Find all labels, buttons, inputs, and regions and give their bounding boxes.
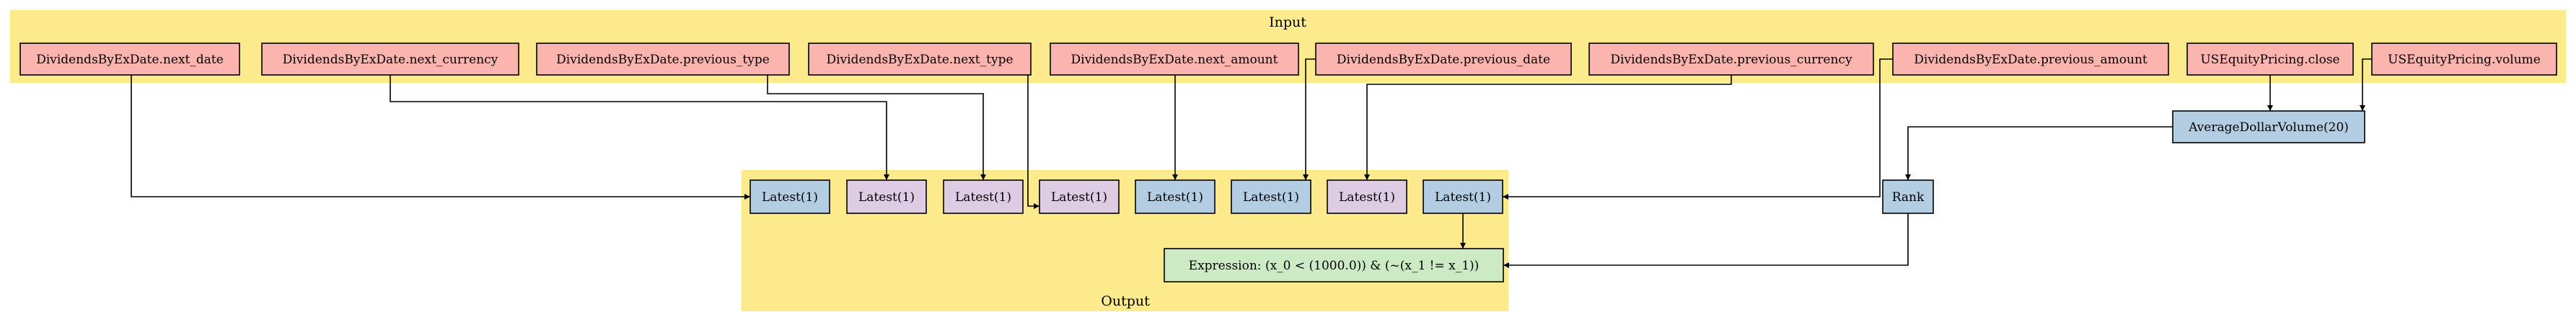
node-label: AverageDollarVolume(20) [2188, 120, 2349, 135]
node-label: DividendsByExDate.previous_date [1337, 53, 1550, 67]
edge-in-previous-date-to-latest-6 [1303, 58, 1316, 180]
edge-adv-to-rank [1905, 126, 2173, 180]
node-label: Latest(1) [955, 190, 1011, 205]
node-latest-2: Latest(1) [846, 179, 927, 214]
edge-in-next-date-to-latest-1 [131, 75, 750, 200]
node-label: Latest(1) [1243, 190, 1299, 205]
node-latest-5: Latest(1) [1135, 179, 1216, 214]
node-label: DividendsByExDate.previous_type [556, 53, 770, 67]
node-in-previous-amount: DividendsByExDate.previous_amount [1892, 43, 2169, 76]
node-label: USEquityPricing.volume [2388, 53, 2541, 67]
edge-in-previous-amount-to-latest-8 [1503, 58, 1893, 200]
node-in-next-currency: DividendsByExDate.next_currency [261, 43, 519, 76]
node-label: Latest(1) [1435, 190, 1491, 205]
node-latest-1: Latest(1) [749, 179, 830, 214]
output-cluster-label: Output [1101, 293, 1150, 309]
node-box [19, 43, 240, 76]
node-label: Expression: (x_0 < (1000.0)) & (~(x_1 !=… [1189, 259, 1480, 273]
node-box [1327, 179, 1407, 214]
edge-rank-to-expression [1503, 213, 1909, 268]
node-box [808, 43, 1032, 76]
node-label: Latest(1) [1339, 190, 1395, 205]
node-box [1882, 179, 1934, 214]
node-adv: AverageDollarVolume(20) [2172, 110, 2365, 143]
input-cluster-label: Input [1269, 14, 1306, 30]
node-box [1050, 43, 1299, 76]
edge-in-previous-currency-to-latest-7 [1364, 75, 1732, 180]
node-in-previous-currency: DividendsByExDate.previous_currency [1588, 43, 1874, 76]
node-layer: DividendsByExDate.next_date DividendsByEx… [19, 43, 2557, 282]
node-label: Latest(1) [858, 190, 915, 205]
node-label: Latest(1) [1051, 190, 1107, 205]
node-in-previous-date: DividendsByExDate.previous_date [1315, 43, 1572, 76]
node-in-next-amount: DividendsByExDate.next_amount [1050, 43, 1299, 76]
node-latest-7: Latest(1) [1327, 179, 1407, 214]
node-box [846, 179, 927, 214]
node-label: DividendsByExDate.next_currency [283, 53, 498, 67]
node-box [261, 43, 519, 76]
node-box [2172, 110, 2365, 143]
node-box [749, 179, 830, 214]
node-box [1231, 179, 1311, 214]
node-box [1315, 43, 1572, 76]
node-in-volume: USEquityPricing.volume [2371, 43, 2557, 76]
node-box [2371, 43, 2557, 76]
node-label: DividendsByExDate.next_amount [1071, 53, 1278, 67]
node-expression: Expression: (x_0 < (1000.0)) & (~(x_1 !=… [1164, 248, 1504, 282]
node-box [1135, 179, 1216, 214]
node-label: USEquityPricing.close [2200, 53, 2339, 67]
node-label: DividendsByExDate.next_type [826, 53, 1013, 67]
edge-in-previous-type-to-latest-3 [767, 75, 986, 180]
node-label: DividendsByExDate.next_date [36, 53, 224, 67]
edge-in-next-currency-to-latest-2 [390, 75, 889, 180]
node-box [536, 43, 790, 76]
node-in-previous-type: DividendsByExDate.previous_type [536, 43, 790, 76]
node-box [1164, 248, 1504, 282]
edge-in-volume-to-adv [2360, 58, 2372, 111]
edge-in-next-type-to-latest-4 [1027, 75, 1039, 209]
node-latest-4: Latest(1) [1039, 179, 1120, 214]
node-label: Rank [1892, 190, 1925, 205]
node-rank: Rank [1882, 179, 1934, 214]
node-label: Latest(1) [762, 190, 818, 205]
node-label: DividendsByExDate.previous_amount [1914, 53, 2148, 67]
node-label: DividendsByExDate.previous_currency [1610, 53, 1852, 67]
node-latest-8: Latest(1) [1423, 179, 1503, 214]
node-latest-3: Latest(1) [943, 179, 1024, 214]
node-box [943, 179, 1024, 214]
node-label: Latest(1) [1147, 190, 1203, 205]
node-in-next-type: DividendsByExDate.next_type [808, 43, 1032, 76]
node-box [1039, 179, 1120, 214]
node-box [2186, 43, 2354, 76]
node-box [1892, 43, 2169, 76]
node-box [1588, 43, 1874, 76]
edge-layer [131, 58, 2372, 268]
node-in-close: USEquityPricing.close [2186, 43, 2354, 76]
node-latest-6: Latest(1) [1231, 179, 1311, 214]
node-box [1423, 179, 1503, 214]
node-in-next-date: DividendsByExDate.next_date [19, 43, 240, 76]
